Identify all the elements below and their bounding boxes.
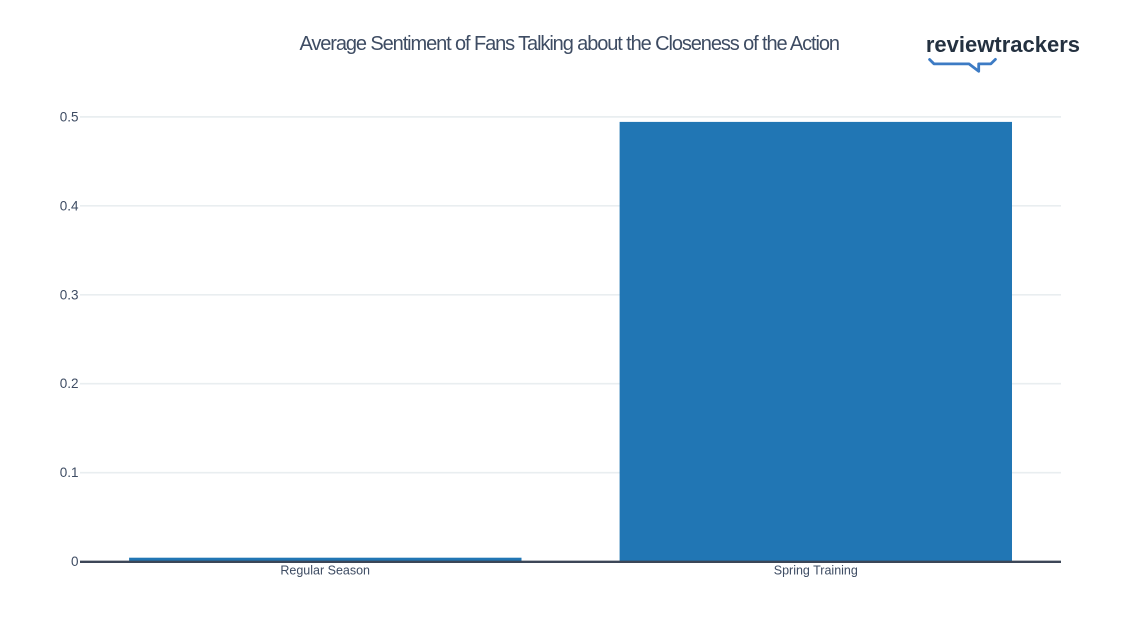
svg-text:0.1: 0.1 — [60, 465, 79, 480]
svg-text:0: 0 — [71, 554, 79, 569]
svg-text:reviewtrackers: reviewtrackers — [926, 32, 1080, 57]
svg-text:Average Sentiment of Fans Talk: Average Sentiment of Fans Talking about … — [300, 33, 841, 55]
svg-text:0.5: 0.5 — [60, 109, 79, 124]
svg-text:0.4: 0.4 — [60, 198, 79, 213]
svg-text:Regular Season: Regular Season — [280, 564, 370, 578]
svg-text:0.2: 0.2 — [60, 376, 79, 391]
svg-text:0.3: 0.3 — [60, 287, 79, 302]
svg-text:Spring Training: Spring Training — [774, 564, 858, 578]
